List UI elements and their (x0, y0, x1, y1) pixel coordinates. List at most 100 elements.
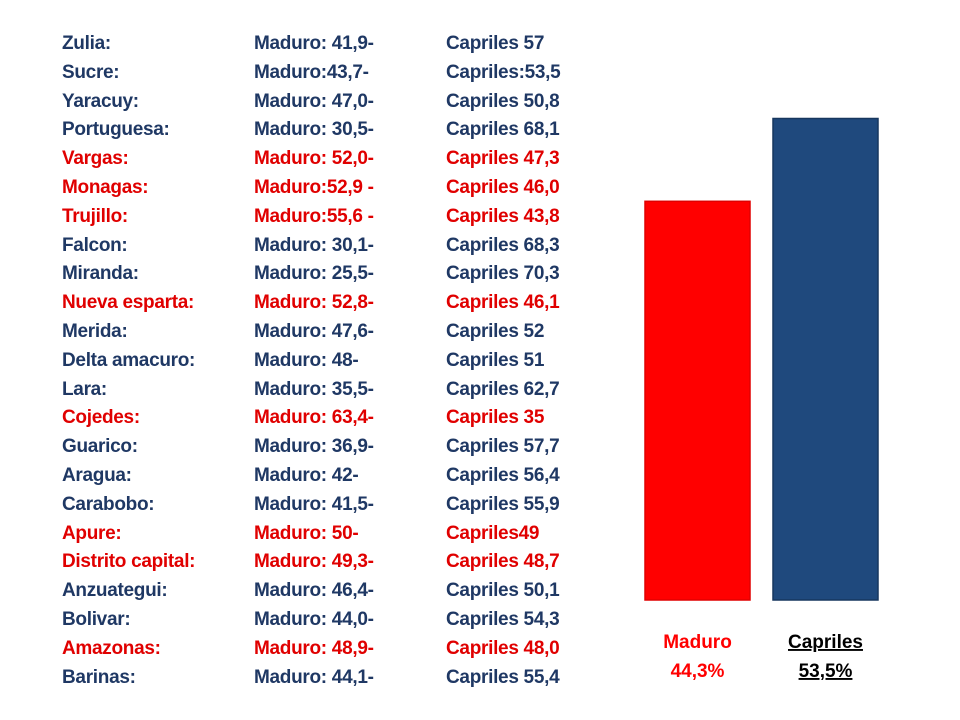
capriles-result: Capriles 51 (446, 349, 545, 371)
capriles-result: Capriles 52 (446, 320, 545, 342)
maduro-bar (644, 200, 751, 601)
state-name: Guarico: (62, 436, 138, 458)
maduro-result: Maduro: 47,6- (254, 320, 374, 342)
state-result-row: Zulia: Maduro: 41,9- Capriles 57 (62, 30, 622, 59)
capriles-bar-label: Capriles (788, 632, 863, 653)
capriles-result: Capriles 48,0 (446, 637, 560, 659)
maduro-result: Maduro: 44,1- (254, 666, 374, 688)
state-result-row: Merida: Maduro: 47,6- Capriles 52 (62, 318, 622, 347)
maduro-result: Maduro: 52,8- (254, 292, 374, 314)
capriles-result: Capriles 35 (446, 407, 545, 429)
state-name: Trujillo: (62, 205, 128, 227)
capriles-result: Capriles 70,3 (446, 263, 560, 285)
capriles-result: Capriles 50,8 (446, 90, 560, 112)
maduro-result: Maduro: 41,9- (254, 33, 374, 54)
capriles-result: Capriles 68,3 (446, 234, 560, 256)
state-result-row: Apure: Maduro: 50- Capriles49 (62, 520, 622, 549)
state-result-row: Vargas: Maduro: 52,0- Capriles 47,3 (62, 145, 622, 174)
state-name: Distrito capital: (62, 551, 196, 573)
maduro-result: Maduro: 30,1- (254, 234, 374, 256)
state-result-row: Nueva esparta: Maduro: 52,8- Capriles 46,1 (62, 289, 622, 318)
state-name: Aragua: (62, 464, 132, 486)
maduro-result: Maduro: 52,0- (254, 148, 374, 170)
state-name: Anzuategui: (62, 580, 168, 602)
capriles-result: Capriles:53,5 (446, 61, 561, 83)
state-result-row: Sucre: Maduro:43,7- Capriles:53,5 (62, 59, 622, 88)
capriles-result: Capriles 50,1 (446, 580, 560, 602)
state-result-row: Trujillo: Maduro:55,6 - Capriles 43,8 (62, 203, 622, 232)
totals-bar-chart: Maduro 44,3% Capriles 53,5% (644, 117, 879, 682)
maduro-result: Maduro: 36,9- (254, 436, 374, 458)
capriles-result: Capriles 43,8 (446, 205, 560, 227)
maduro-result: Maduro: 25,5- (254, 263, 374, 285)
maduro-bar-label: 44,3% (671, 661, 725, 682)
maduro-bar-label: Maduro (663, 632, 732, 653)
maduro-result: Maduro: 30,5- (254, 119, 374, 141)
state-result-row: Cojedes: Maduro: 63,4- Capriles 35 (62, 404, 622, 433)
capriles-result: Capriles 68,1 (446, 119, 560, 141)
state-result-row: Carabobo: Maduro: 41,5- Capriles 55,9 (62, 491, 622, 520)
state-result-row: Aragua: Maduro: 42- Capriles 56,4 (62, 462, 622, 491)
state-name: Portuguesa: (62, 119, 170, 141)
maduro-result: Maduro: 41,5- (254, 493, 374, 515)
state-name: Lara: (62, 378, 107, 400)
maduro-result: Maduro:43,7- (254, 61, 369, 83)
state-name: Carabobo: (62, 493, 155, 515)
state-name: Monagas: (62, 176, 149, 198)
maduro-result: Maduro: 48- (254, 349, 359, 371)
maduro-result: Maduro: 49,3- (254, 551, 374, 573)
state-name: Barinas: (62, 666, 136, 688)
state-results-list: Zulia: Maduro: 41,9- Capriles 57 Sucre: Madu… (62, 30, 622, 692)
state-name: Sucre: (62, 61, 120, 83)
maduro-result: Maduro: 35,5- (254, 378, 374, 400)
maduro-result: Maduro: 46,4- (254, 580, 374, 602)
maduro-result: Maduro: 42- (254, 464, 359, 486)
maduro-result: Maduro: 44,0- (254, 608, 374, 630)
capriles-result: Capriles 62,7 (446, 378, 560, 400)
capriles-result: Capriles 46,1 (446, 292, 560, 314)
state-name: Merida: (62, 320, 128, 342)
capriles-result: Capriles 55,9 (446, 493, 560, 515)
state-name: Delta amacuro: (62, 349, 196, 371)
capriles-result: Capriles 54,3 (446, 608, 560, 630)
state-name: Zulia: (62, 33, 111, 54)
state-result-row: Falcon: Maduro: 30,1- Capriles 68,3 (62, 232, 622, 261)
state-name: Bolivar: (62, 608, 131, 630)
state-result-row: Anzuategui: Maduro: 46,4- Capriles 50,1 (62, 577, 622, 606)
capriles-result: Capriles 48,7 (446, 551, 560, 573)
state-result-row: Lara: Maduro: 35,5- Capriles 62,7 (62, 376, 622, 405)
state-name: Cojedes: (62, 407, 140, 429)
maduro-result: Maduro: 50- (254, 522, 359, 544)
state-name: Falcon: (62, 234, 128, 256)
maduro-result: Maduro: 47,0- (254, 90, 374, 112)
state-name: Yaracuy: (62, 90, 139, 112)
state-name: Apure: (62, 522, 122, 544)
state-result-row: Guarico: Maduro: 36,9- Capriles 57,7 (62, 433, 622, 462)
capriles-result: Capriles 57 (446, 33, 545, 54)
capriles-result: Capriles49 (446, 522, 540, 544)
state-result-row: Bolivar: Maduro: 44,0- Capriles 54,3 (62, 606, 622, 635)
maduro-result: Maduro: 63,4- (254, 407, 374, 429)
state-result-row: Monagas: Maduro:52,9 - Capriles 46,0 (62, 174, 622, 203)
maduro-result: Maduro:55,6 - (254, 205, 374, 227)
capriles-result: Capriles 57,7 (446, 436, 560, 458)
state-name: Vargas: (62, 148, 129, 170)
capriles-result: Capriles 46,0 (446, 176, 560, 198)
capriles-result: Capriles 55,4 (446, 666, 560, 688)
maduro-result: Maduro: 48,9- (254, 637, 374, 659)
capriles-result: Capriles 56,4 (446, 464, 560, 486)
state-result-row: Barinas: Maduro: 44,1- Capriles 55,4 (62, 664, 622, 693)
state-result-row: Delta amacuro: Maduro: 48- Capriles 51 (62, 347, 622, 376)
state-result-row: Distrito capital: Maduro: 49,3- Capriles 4… (62, 548, 622, 577)
capriles-bar-label: 53,5% (799, 661, 853, 682)
state-result-row: Portuguesa: Maduro: 30,5- Capriles 68,1 (62, 116, 622, 145)
maduro-result: Maduro:52,9 - (254, 176, 374, 198)
state-name: Miranda: (62, 263, 139, 285)
capriles-bar (772, 117, 879, 601)
state-name: Amazonas: (62, 637, 161, 659)
state-result-row: Amazonas: Maduro: 48,9- Capriles 48,0 (62, 635, 622, 664)
capriles-result: Capriles 47,3 (446, 148, 560, 170)
state-result-row: Yaracuy: Maduro: 47,0- Capriles 50,8 (62, 88, 622, 117)
state-result-row: Miranda: Maduro: 25,5- Capriles 70,3 (62, 260, 622, 289)
state-name: Nueva esparta: (62, 292, 195, 314)
